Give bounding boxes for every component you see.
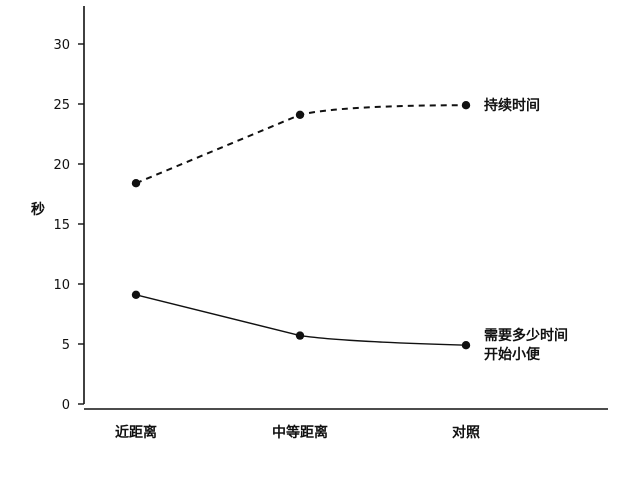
y-tick-label: 15 <box>53 218 70 233</box>
y-tick-label: 25 <box>53 98 70 113</box>
x-tick-label: 对照 <box>452 424 480 441</box>
y-tick-label: 20 <box>53 158 70 173</box>
series-line <box>135 294 467 346</box>
data-point <box>131 290 141 299</box>
series-1: 持续时间 <box>131 97 540 188</box>
x-tick-label: 近距离 <box>115 424 157 441</box>
series-2: 需要多少时间开始小便 <box>131 290 568 363</box>
data-point <box>131 179 141 188</box>
x-tick-label: 中等距离 <box>272 424 328 441</box>
data-point <box>295 331 305 340</box>
series-label: 需要多少时间开始小便 <box>484 327 568 363</box>
y-tick-label: 0 <box>62 398 70 413</box>
y-tick-label: 30 <box>53 38 70 53</box>
data-point <box>461 341 471 350</box>
data-point <box>295 110 305 120</box>
series-label: 持续时间 <box>484 97 540 114</box>
data-point <box>461 101 471 110</box>
y-tick-label: 5 <box>62 338 70 353</box>
x-tick-labels: 近距离 中等距离 对照 <box>115 424 480 441</box>
chart-axes <box>83 6 608 410</box>
series-line <box>135 104 467 185</box>
y-axis-title: 秒 <box>31 201 45 218</box>
y-ticks: 0 5 10 15 20 25 30 <box>53 38 84 413</box>
y-tick-label: 10 <box>53 278 70 293</box>
